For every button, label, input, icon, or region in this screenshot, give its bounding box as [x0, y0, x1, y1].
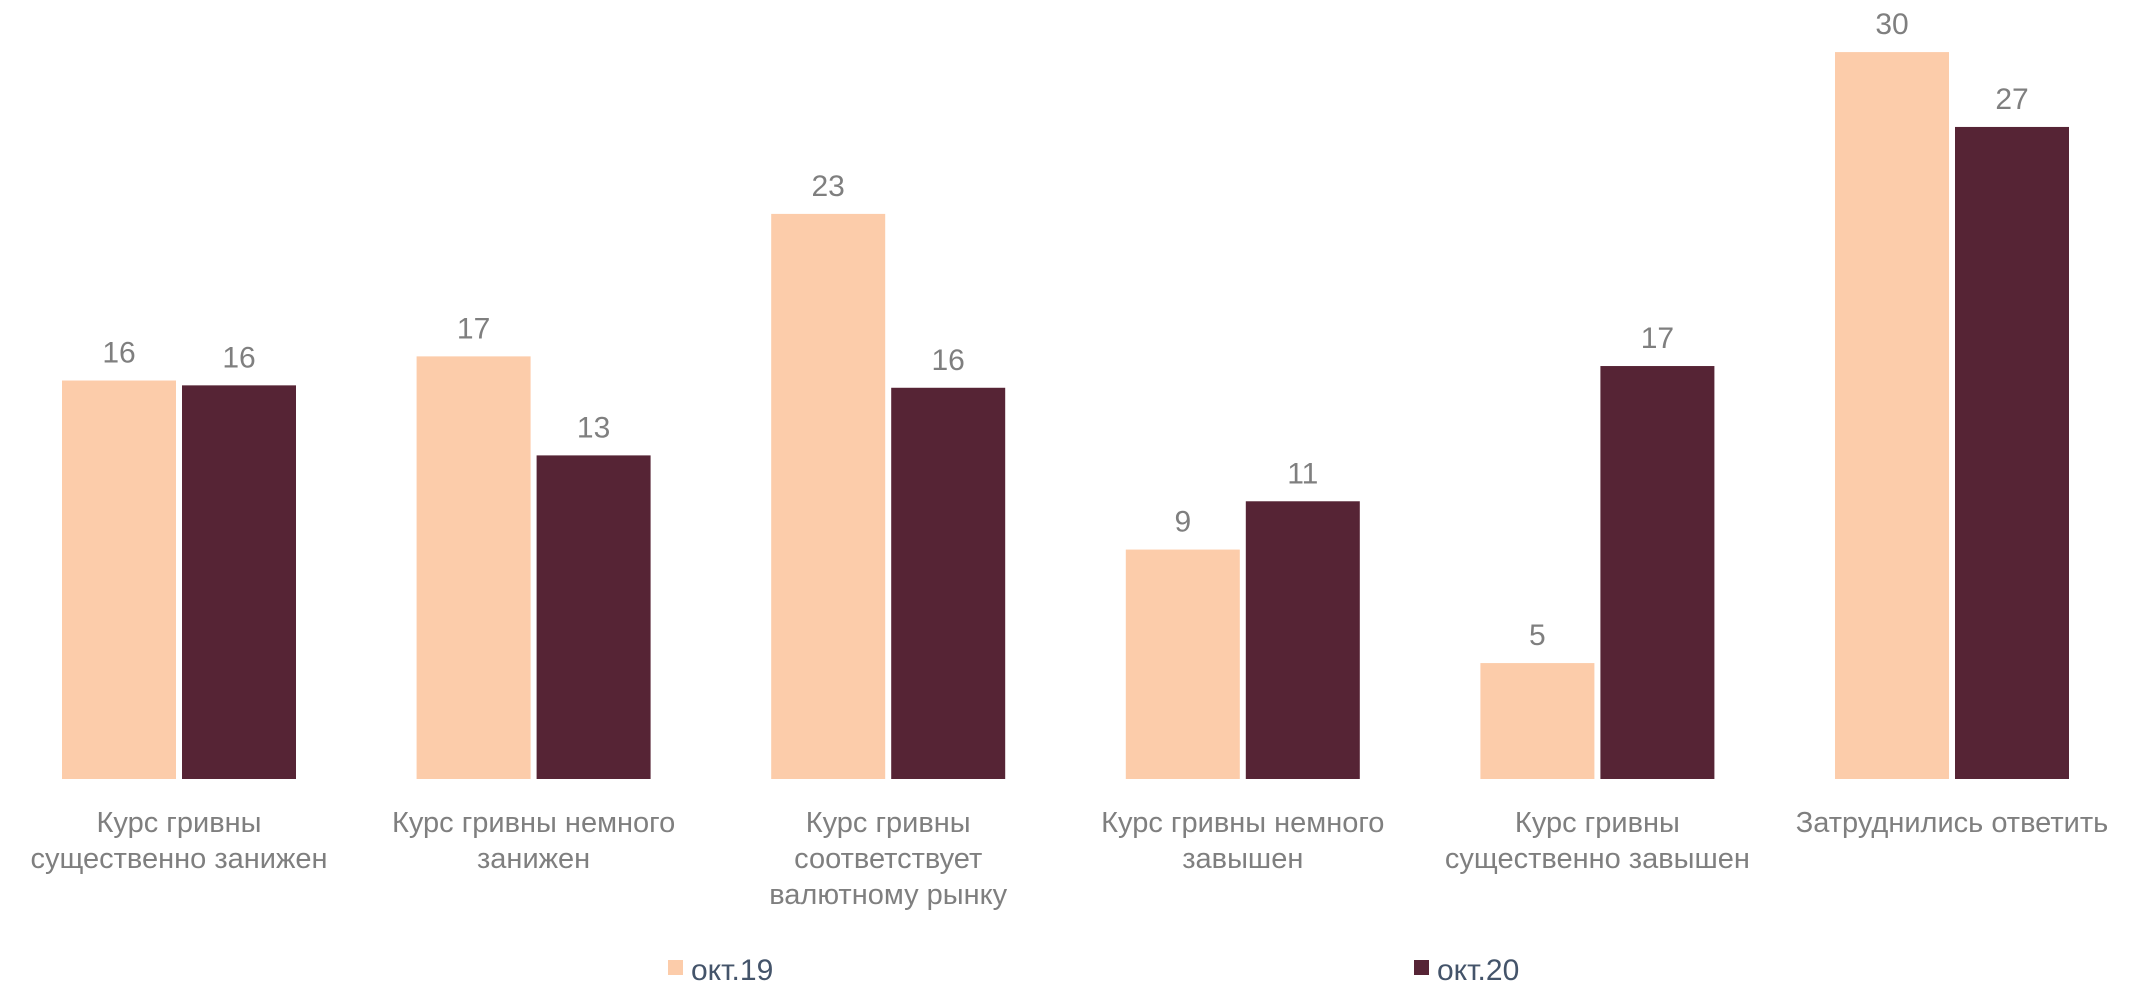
bar-2-1 [182, 385, 296, 779]
bar-2-2 [536, 455, 651, 779]
category-labels-layer: Курс гривны существенно занижен Курс гривн… [30, 807, 2108, 911]
legend-swatch-2 [1414, 960, 1429, 975]
bars-layer [62, 52, 2069, 779]
bar-1-4 [1125, 549, 1240, 779]
category-label: Курс гривны немного завышен [1101, 807, 1384, 875]
value-label: 17 [1641, 322, 1674, 355]
bar-2-5 [1600, 366, 1715, 779]
bar-2-4 [1245, 501, 1360, 779]
value-label: 27 [1995, 83, 2028, 116]
category-label: Курс гривны немного занижен [392, 807, 675, 875]
value-label: 17 [457, 312, 490, 345]
legend-swatch-1 [668, 960, 683, 975]
legend-label-1: окт.19 [691, 954, 773, 987]
legend: окт.19 окт.20 [668, 954, 1519, 987]
value-label: 5 [1529, 619, 1546, 652]
bar-1-6 [1835, 52, 1949, 779]
bar-1-5 [1480, 663, 1595, 779]
category-label: Курс гривны существенно завышен [1445, 807, 1750, 875]
bar-1-2 [416, 356, 531, 779]
value-label: 16 [222, 341, 255, 374]
category-label: Затруднились ответить [1796, 807, 2108, 839]
bar-2-6 [1955, 126, 2069, 779]
value-label: 16 [102, 337, 135, 370]
category-label: Курс гривны соответствует валютному рынку [769, 807, 1007, 911]
value-label: 23 [812, 170, 845, 203]
legend-label-2: окт.20 [1437, 954, 1519, 987]
value-label: 11 [1287, 457, 1318, 490]
value-label: 13 [577, 411, 610, 444]
value-label: 30 [1875, 8, 1908, 41]
bar-1-3 [771, 213, 886, 779]
value-label: 16 [932, 344, 965, 377]
bar-1-1 [62, 380, 176, 779]
value-labels-layer: 16 16 17 13 23 16 9 11 5 17 30 27 [102, 8, 2028, 652]
value-label: 9 [1174, 506, 1191, 539]
bar-2-3 [891, 387, 1006, 779]
category-label: Курс гривны существенно занижен [30, 807, 327, 875]
